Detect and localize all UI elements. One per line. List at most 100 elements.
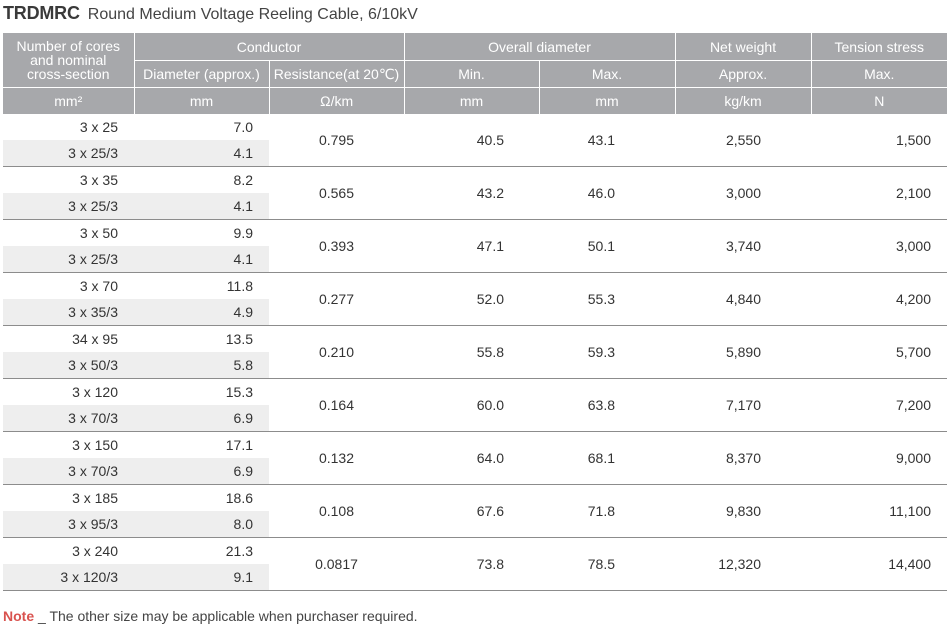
resistance-value: 0.277 <box>269 272 404 326</box>
earth-conductor-diameter: 4.1 <box>134 246 269 273</box>
table-row: 3 x 185 18.6 0.108 67.6 71.8 9,830 11,100 <box>3 484 948 538</box>
net-weight-value: 7,170 <box>675 378 812 432</box>
conductor-diameter: 15.3 <box>225 384 253 400</box>
earth-cross-section: 3 x 25/3 <box>3 246 134 273</box>
max-diameter-value: 78.5 <box>539 537 676 591</box>
cross-section: 3 x 50 <box>79 225 118 241</box>
earth-conductor-diameter: 5.8 <box>134 352 269 379</box>
table-body: 3 x 25 7.0 0.795 40.5 43.1 2,550 1,500 3 x 25/3… <box>3 114 948 591</box>
min-diameter-value: 47.1 <box>404 219 539 273</box>
table-row: 3 x 95/3 8.0 <box>3 511 947 538</box>
table-row: 3 x 150 17.1 0.132 64.0 68.1 8,370 9,000 <box>3 431 948 485</box>
net-weight-value: 3,000 <box>675 166 812 220</box>
cross-section: 34 x 95 <box>72 331 118 347</box>
table-row: 3 x 35/3 4.9 <box>3 299 947 326</box>
header-resistance: Resistance(at 20℃) <box>269 60 405 88</box>
max-diameter-value: 55.3 <box>539 272 676 326</box>
cross-section: 3 x 25 <box>79 119 118 135</box>
earth-cross-section: 3 x 35/3 <box>3 299 134 326</box>
page-title: TRDMRC Round Medium Voltage Reeling Cabl… <box>3 3 418 29</box>
max-diameter-value: 43.1 <box>539 114 676 167</box>
max-diameter-value: 63.8 <box>539 378 676 432</box>
header-cores: Number of cores and nominal cross-sectio… <box>3 33 135 88</box>
table-row: 34 x 95 13.5 0.210 55.8 59.3 5,890 5,700 <box>3 325 948 379</box>
header-approx: Approx. <box>675 60 812 88</box>
earth-conductor-diameter: 6.9 <box>134 405 269 432</box>
conductor-diameter: 18.6 <box>225 490 253 506</box>
net-weight-value: 8,370 <box>675 431 812 485</box>
table-row: 3 x 70/3 6.9 <box>3 458 947 485</box>
tension-stress-value: 4,200 <box>811 272 948 326</box>
unit-max: mm <box>539 87 676 114</box>
earth-conductor-diameter: 4.1 <box>134 140 269 167</box>
earth-cross-section: 3 x 70/3 <box>3 458 134 485</box>
table-row: 3 x 25/3 4.1 <box>3 140 947 167</box>
unit-diameter: mm <box>134 87 270 114</box>
conductor-diameter: 11.8 <box>226 278 253 294</box>
net-weight-value: 3,740 <box>675 219 812 273</box>
tension-stress-value: 1,500 <box>811 114 948 167</box>
cross-section: 3 x 150 <box>72 437 118 453</box>
table-row: 3 x 240 21.3 0.0817 73.8 78.5 12,320 14,400 <box>3 537 948 591</box>
earth-cross-section: 3 x 70/3 <box>3 405 134 432</box>
header-overall-diameter: Overall diameter <box>404 33 676 61</box>
resistance-value: 0.565 <box>269 166 404 220</box>
earth-conductor-diameter: 8.0 <box>134 511 269 538</box>
tension-stress-value: 3,000 <box>811 219 948 273</box>
min-diameter-value: 60.0 <box>404 378 539 432</box>
conductor-diameter: 7.0 <box>233 119 253 135</box>
table-row: 3 x 120 15.3 0.164 60.0 63.8 7,170 7,200 <box>3 378 948 432</box>
product-code: TRDMRC <box>3 3 80 23</box>
header-diameter: Diameter (approx.) <box>134 60 270 88</box>
cross-section: 3 x 185 <box>72 490 118 506</box>
tension-stress-value: 9,000 <box>811 431 948 485</box>
header-tension-max: Max. <box>811 60 948 88</box>
min-diameter-value: 55.8 <box>404 325 539 379</box>
earth-conductor-diameter: 4.1 <box>134 193 269 220</box>
unit-min: mm <box>404 87 540 114</box>
unit-resistance: Ω/km <box>269 87 405 114</box>
net-weight-value: 9,830 <box>675 484 812 538</box>
table-row: 3 x 50/3 5.8 <box>3 352 947 379</box>
header-tension-stress: Tension stress <box>811 33 948 61</box>
earth-cross-section: 3 x 95/3 <box>3 511 134 538</box>
footnote: Note _ The other size may be applicable … <box>3 608 418 624</box>
max-diameter-value: 46.0 <box>539 166 676 220</box>
tension-stress-value: 11,100 <box>811 484 948 538</box>
product-description: Round Medium Voltage Reeling Cable, 6/10… <box>87 6 418 23</box>
resistance-value: 0.0817 <box>269 537 404 591</box>
resistance-value: 0.393 <box>269 219 404 273</box>
conductor-diameter: 17.1 <box>225 437 253 453</box>
header-net-weight: Net weight <box>675 33 812 61</box>
cross-section: 3 x 35 <box>79 172 118 188</box>
note-label: Note <box>3 608 35 624</box>
cross-section: 3 x 240 <box>72 543 118 559</box>
header-max: Max. <box>539 60 676 88</box>
min-diameter-value: 52.0 <box>404 272 539 326</box>
earth-conductor-diameter: 4.9 <box>134 299 269 326</box>
min-diameter-value: 40.5 <box>404 114 539 167</box>
min-diameter-value: 67.6 <box>404 484 539 538</box>
resistance-value: 0.132 <box>269 431 404 485</box>
earth-conductor-diameter: 6.9 <box>134 458 269 485</box>
note-text: _ The other size may be applicable when … <box>34 608 418 624</box>
earth-conductor-diameter: 9.1 <box>134 564 269 591</box>
unit-tension: N <box>811 87 948 114</box>
resistance-value: 0.108 <box>269 484 404 538</box>
min-diameter-value: 73.8 <box>404 537 539 591</box>
net-weight-value: 12,320 <box>675 537 812 591</box>
cross-section: 3 x 120 <box>72 384 118 400</box>
header-min: Min. <box>404 60 540 88</box>
earth-cross-section: 3 x 120/3 <box>3 564 134 591</box>
resistance-value: 0.795 <box>269 114 404 167</box>
unit-weight: kg/km <box>675 87 812 114</box>
tension-stress-value: 14,400 <box>811 537 948 591</box>
table-row: 3 x 25 7.0 0.795 40.5 43.1 2,550 1,500 <box>3 114 948 167</box>
conductor-diameter: 8.2 <box>233 172 253 188</box>
table-row: 3 x 25/3 4.1 <box>3 193 947 220</box>
resistance-value: 0.210 <box>269 325 404 379</box>
net-weight-value: 2,550 <box>675 114 812 167</box>
table-row: 3 x 35 8.2 0.565 43.2 46.0 3,000 2,100 <box>3 166 948 220</box>
conductor-diameter: 9.9 <box>233 225 253 241</box>
tension-stress-value: 2,100 <box>811 166 948 220</box>
